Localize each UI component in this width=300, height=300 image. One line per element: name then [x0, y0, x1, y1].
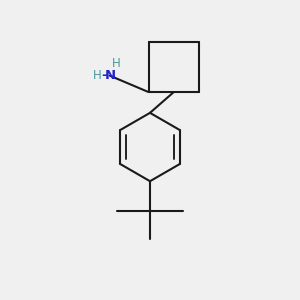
Text: -: -: [101, 69, 106, 82]
Text: H: H: [93, 69, 102, 82]
Text: N: N: [104, 69, 116, 82]
Text: H: H: [112, 57, 121, 70]
